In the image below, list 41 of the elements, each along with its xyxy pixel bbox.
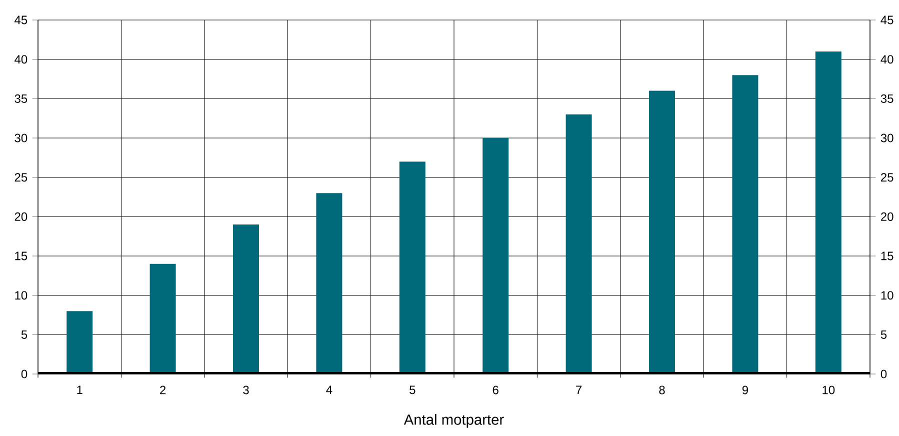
y-tick-label: 10 (15, 291, 28, 300)
y2-tick-label: 25 (881, 173, 894, 182)
x-tick-label: 9 (742, 386, 748, 394)
x-axis-title: Antal motparter (404, 414, 504, 428)
y2-tick-label: 35 (880, 94, 894, 103)
bar (233, 224, 259, 374)
y-tick-label: 15 (15, 252, 28, 260)
bar (316, 193, 342, 374)
x-tick-label: 4 (326, 386, 332, 394)
y2-tick-label: 30 (880, 134, 894, 142)
bar (482, 138, 509, 374)
y-tick-label: 0 (21, 370, 28, 378)
y2-tick-label: 15 (881, 252, 894, 260)
y-tick-label: 35 (14, 94, 28, 103)
x-tick-label: 6 (492, 386, 498, 394)
y2-tick-label: 45 (880, 16, 894, 24)
bar (566, 114, 592, 374)
y-tick-label: 30 (14, 134, 28, 142)
y-tick-label: 5 (21, 330, 28, 339)
y-tick-label: 40 (14, 55, 28, 64)
x-tick-label: 2 (160, 386, 166, 394)
x-tick-label: 1 (77, 386, 82, 394)
y2-tick-label: 20 (881, 212, 894, 221)
bar (66, 311, 93, 374)
x-tick-label: 8 (659, 386, 665, 394)
y-tick-label: 45 (14, 16, 28, 24)
x-tick-label: 7 (576, 386, 582, 394)
bar (150, 264, 176, 374)
y-tick-label: 25 (14, 173, 28, 182)
bar (732, 75, 758, 374)
y2-tick-label: 10 (881, 291, 894, 300)
y2-tick-label: 0 (880, 370, 887, 378)
y-tick-label: 20 (14, 212, 28, 221)
x-tick-label: 3 (243, 386, 249, 394)
y2-tick-label: 40 (880, 55, 894, 64)
y2-tick-label: 5 (880, 330, 887, 339)
bar (815, 51, 842, 374)
x-tick-label: 10 (822, 386, 835, 394)
x-tick-label: 5 (410, 386, 416, 394)
bar (649, 90, 675, 374)
bar (399, 162, 426, 374)
